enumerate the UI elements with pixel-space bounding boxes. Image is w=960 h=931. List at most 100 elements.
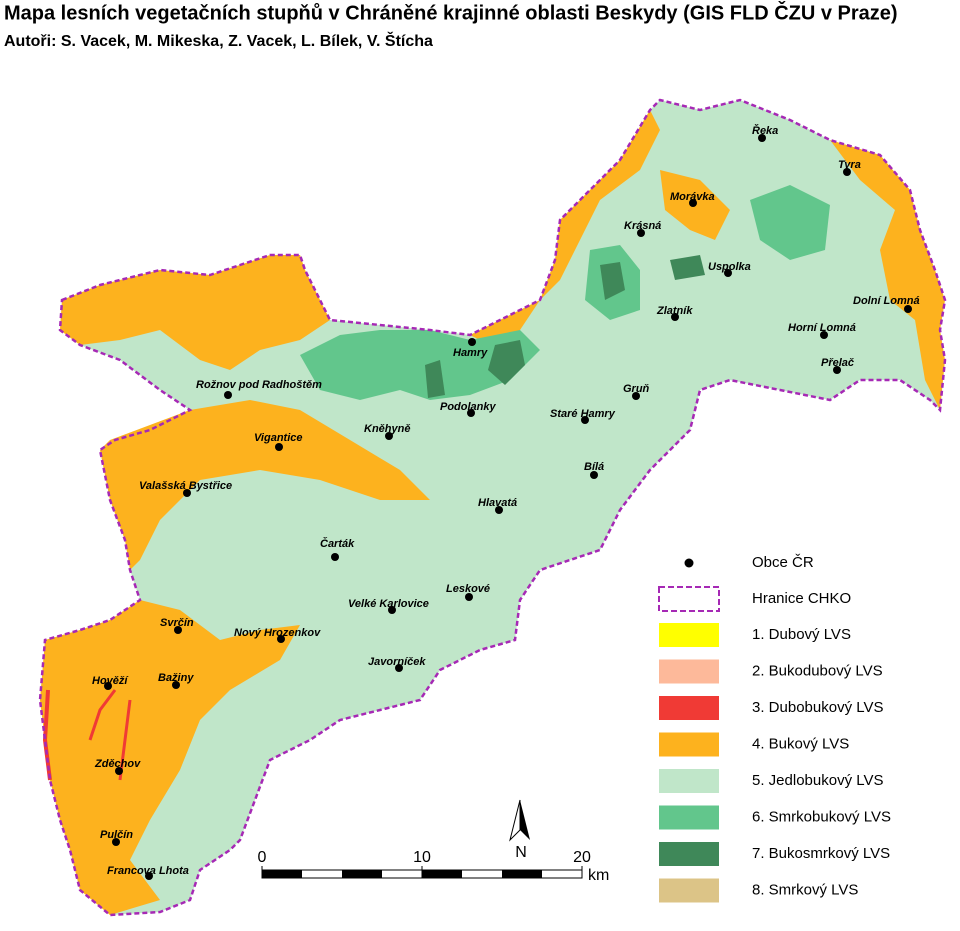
town-label: Rožnov pod Radhoštěm (196, 379, 322, 391)
legend-swatch (659, 878, 719, 903)
town-point (581, 416, 589, 424)
town-label: Leskové (446, 583, 490, 595)
legend-swatch (659, 732, 719, 757)
town-label: Tyra (838, 159, 861, 171)
beech-zone (540, 110, 660, 300)
beech-spruce-zone (600, 262, 625, 300)
beech-zone (60, 255, 330, 370)
town-point (277, 635, 285, 643)
town-label: Hověží (92, 675, 129, 687)
town-point (468, 338, 476, 346)
town-label: Vigantice (254, 432, 303, 444)
town-label: Dolní Lomná (853, 295, 920, 307)
legend-label: 6. Smrkobukový LVS (752, 808, 891, 825)
beech-zone (100, 400, 430, 570)
legend-label: 1. Dubový LVS (752, 626, 851, 643)
scale-segment (262, 870, 302, 878)
north-arrow: N (509, 799, 530, 861)
legend-label: Hranice CHKO (752, 590, 851, 607)
spruce-beech-zone (300, 330, 540, 400)
town-point (385, 432, 393, 440)
legend-label: 4. Bukový LVS (752, 735, 849, 752)
legend-label: 5. Jedlobukový LVS (752, 772, 883, 789)
scale-label: 0 (258, 849, 267, 866)
town-label: Svrčín (160, 617, 194, 629)
town-label: Krásná (624, 220, 661, 232)
beech-zone (470, 300, 540, 345)
town-label: Velké Karlovice (348, 598, 429, 610)
town-label: Zděchov (94, 758, 141, 770)
town-label: Kněhyně (364, 423, 410, 435)
town-point (843, 168, 851, 176)
scale-unit: km (588, 867, 609, 884)
town-label: Valašská Bystřice (139, 480, 232, 492)
town-label: Uspolka (708, 261, 751, 273)
legend-swatch (659, 696, 719, 720)
town-point (172, 681, 180, 689)
legend-swatch (659, 659, 719, 684)
authors: Autoři: S. Vacek, M. Mikeska, Z. Vacek, … (4, 31, 433, 50)
legend-label: 8. Smrkový LVS (752, 881, 858, 898)
town-label: Staré Hamry (550, 408, 616, 420)
town-label: Zlatník (656, 305, 693, 317)
town-point (465, 593, 473, 601)
legend-swatch (659, 842, 719, 866)
legend-label: Obce ČR (752, 554, 814, 571)
town-label: Nový Hrozenkov (234, 627, 321, 639)
beech-spruce-zone (488, 340, 525, 385)
legend-town-symbol (684, 558, 694, 568)
scale-label: 20 (573, 849, 591, 866)
title: Mapa lesních vegetačních stupňů v Chráně… (4, 0, 898, 24)
town-label: Řeka (752, 124, 778, 137)
legend-swatch (659, 623, 719, 647)
spruce-beech-zone (750, 185, 830, 260)
town-point (820, 331, 828, 339)
town-point (590, 471, 598, 479)
town-label: Čarták (320, 537, 355, 550)
town-point (174, 626, 182, 634)
town-label: Podolanky (440, 401, 497, 413)
legend-label: 7. Bukosmrkový LVS (752, 845, 890, 862)
town-label: Hamry (453, 347, 488, 359)
town-point (145, 872, 153, 880)
town-point (671, 313, 679, 321)
map-area (38, 98, 947, 917)
scale-segment (342, 870, 382, 878)
town-point (331, 553, 339, 561)
town-point (112, 838, 120, 846)
town-point (904, 305, 912, 313)
town-label: Gruň (623, 383, 650, 395)
beech-spruce-zone (670, 255, 705, 280)
legend-swatch (659, 769, 719, 793)
legend-swatch (659, 805, 719, 830)
town-point (104, 682, 112, 690)
town-point (183, 489, 191, 497)
north-label: N (515, 844, 527, 861)
towns: Řeka Tyra Morávka Krásná Uspolka Dolní Lomná Z… (92, 124, 920, 880)
scale-segment (502, 870, 542, 878)
town-label: Přelač (821, 357, 855, 369)
town-label: Bažiny (158, 672, 194, 684)
town-label: Horní Lomná (788, 322, 856, 334)
scale-label: 10 (413, 849, 431, 866)
oak-beech-zone (118, 699, 132, 781)
chko-border (38, 98, 947, 917)
town-point (467, 409, 475, 417)
beech-zone (40, 600, 300, 915)
town-label: Pulčín (100, 829, 133, 841)
town-label: Javorníček (368, 656, 426, 668)
scale-segment (422, 870, 462, 878)
town-point (495, 506, 503, 514)
town-point (724, 269, 732, 277)
town-point (275, 443, 283, 451)
town-point (115, 767, 123, 775)
town-point (224, 391, 232, 399)
town-point (833, 366, 841, 374)
town-point (758, 134, 766, 142)
legend-label: 2. Bukodubový LVS (752, 662, 883, 679)
legend-label: 3. Dubobukový LVS (752, 699, 883, 716)
town-point (388, 606, 396, 614)
beech-spruce-zone (425, 360, 445, 398)
beech-zone (830, 140, 945, 410)
